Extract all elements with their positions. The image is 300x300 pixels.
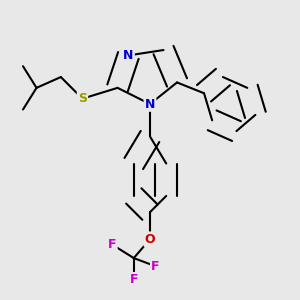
Text: N: N [123,49,134,62]
Text: F: F [108,238,116,251]
Text: F: F [151,260,160,273]
Text: F: F [130,273,138,286]
Text: O: O [145,233,155,246]
Text: N: N [145,98,155,111]
Text: S: S [78,92,87,105]
